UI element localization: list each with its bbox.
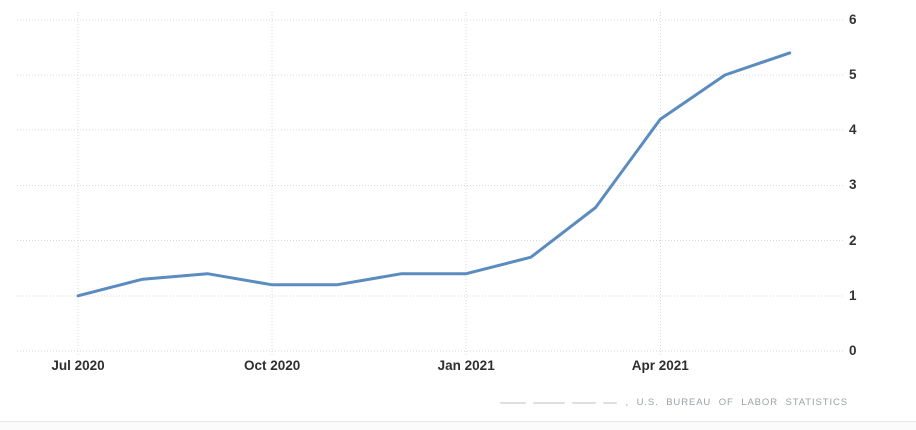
bottom-divider [0, 421, 916, 430]
x-axis-tick-label: Jul 2020 [51, 358, 105, 373]
y-axis-tick-label: 5 [849, 67, 857, 82]
y-axis-tick-label: 4 [849, 122, 857, 138]
x-axis-tick-label: Jan 2021 [437, 358, 495, 373]
y-axis-tick-label: 0 [849, 343, 857, 358]
watermark-redacted [499, 402, 617, 404]
inflation-line-series[interactable] [76, 51, 792, 298]
x-axis-tick-label: Oct 2020 [243, 358, 301, 373]
y-axis-tick-label: 3 [849, 177, 857, 193]
source-label: , U.S. BUREAU OF LABOR STATISTICS [625, 396, 848, 408]
y-axis-tick-label: 1 [849, 287, 857, 303]
y-axis-tick-label: 6 [849, 11, 857, 27]
chart-footer: , U.S. BUREAU OF LABOR STATISTICS [499, 395, 849, 409]
x-axis-tick-label: Apr 2021 [631, 358, 689, 373]
y-axis-tick-label: 2 [849, 232, 857, 248]
